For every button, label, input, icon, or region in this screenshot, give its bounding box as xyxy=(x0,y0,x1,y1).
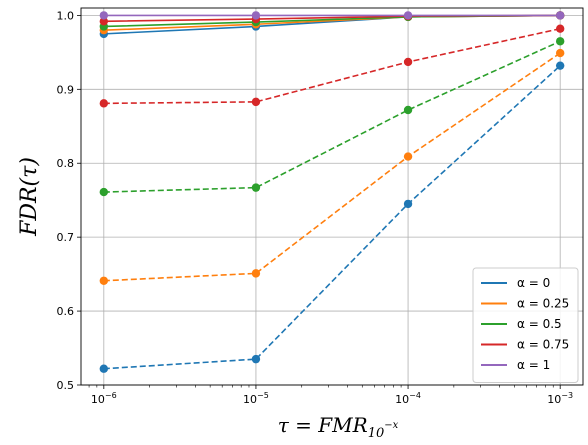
data-point xyxy=(251,11,261,20)
plot-frame xyxy=(80,7,584,386)
data-point xyxy=(555,61,565,70)
x-tick-label-base: 10 xyxy=(547,393,561,406)
y-axis-label: FDR(τ) xyxy=(17,157,42,237)
y-tick-label: 0.7 xyxy=(57,231,75,244)
legend-label: α = 1 xyxy=(517,358,550,372)
legend-box xyxy=(472,267,579,383)
x-tick-label-base: 10 xyxy=(395,393,409,406)
data-point xyxy=(403,57,413,67)
data-point xyxy=(555,48,565,58)
x-tick-label: 10−6 xyxy=(91,391,117,406)
data-point xyxy=(403,199,413,209)
data-point xyxy=(555,37,565,46)
data-point xyxy=(99,11,109,20)
series-line-6 xyxy=(103,52,561,282)
data-point xyxy=(251,269,261,278)
x-axis-label-superscript: −x xyxy=(384,420,398,431)
y-tick-label: 0.6 xyxy=(57,305,75,318)
data-point xyxy=(99,17,109,26)
series-group xyxy=(99,11,565,373)
data-point xyxy=(251,97,261,107)
data-point xyxy=(403,152,413,161)
x-axis-label: τ = FMR10−x xyxy=(278,413,399,440)
legend: α = 0 α = 0.25 α = 0.5 α = 0.75 α = 1 xyxy=(472,267,579,383)
y-tick-label: 0.8 xyxy=(57,157,75,170)
x-tick-label: 10−3 xyxy=(547,391,573,406)
data-point xyxy=(555,24,565,33)
y-tick-label: 1.0 xyxy=(57,9,75,22)
x-tick-label-base: 10 xyxy=(91,393,105,406)
x-tick-label-base: 10 xyxy=(243,393,257,406)
x-axis-label-subscript: 10 xyxy=(368,426,385,440)
legend-label: α = 0 xyxy=(517,276,550,290)
x-tick-label: 10−5 xyxy=(243,391,269,406)
series-line-8 xyxy=(103,27,561,105)
x-tick-label-exponent: −3 xyxy=(561,391,573,400)
data-point xyxy=(251,354,261,364)
data-point xyxy=(99,99,109,108)
data-point xyxy=(251,183,261,192)
series-line-5 xyxy=(103,65,561,370)
x-axis-label-main: τ = FMR xyxy=(278,413,368,437)
x-tick-label-exponent: −4 xyxy=(409,391,421,400)
x-tick-label: 10−4 xyxy=(395,391,421,406)
data-point xyxy=(99,364,109,373)
series-line-7 xyxy=(103,40,561,193)
data-point xyxy=(403,105,413,115)
legend-label: α = 0.75 xyxy=(517,338,569,352)
legend-label: α = 0.5 xyxy=(517,317,562,331)
y-tick-label: 0.9 xyxy=(57,83,75,96)
data-point xyxy=(99,187,109,197)
data-point xyxy=(403,11,413,20)
data-point xyxy=(555,11,565,20)
legend-label: α = 0.25 xyxy=(517,297,569,311)
x-tick-label-exponent: −6 xyxy=(105,391,117,400)
data-point xyxy=(99,276,109,285)
y-tick-label: 0.5 xyxy=(57,379,75,392)
x-tick-label-exponent: −5 xyxy=(257,391,269,400)
